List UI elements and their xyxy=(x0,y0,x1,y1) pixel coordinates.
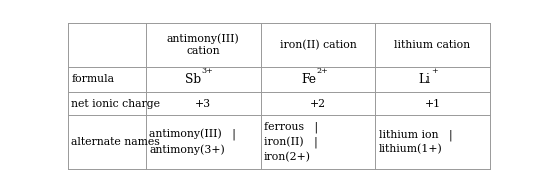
Text: antimony(III)   |
antimony(3+): antimony(III) | antimony(3+) xyxy=(150,129,236,155)
Text: 3+: 3+ xyxy=(202,67,213,75)
Text: lithium cation: lithium cation xyxy=(394,40,471,50)
Text: +3: +3 xyxy=(195,99,212,109)
Text: +2: +2 xyxy=(310,99,326,109)
Text: ferrous   |
iron(II)   |
iron(2+): ferrous | iron(II) | iron(2+) xyxy=(264,122,318,162)
Text: iron(II) cation: iron(II) cation xyxy=(280,40,356,50)
Text: alternate names: alternate names xyxy=(71,137,160,147)
Text: 2+: 2+ xyxy=(316,67,328,75)
Text: antimony(III)
cation: antimony(III) cation xyxy=(167,33,240,56)
Text: lithium ion   |
lithium(1+): lithium ion | lithium(1+) xyxy=(379,129,453,155)
Text: formula: formula xyxy=(71,74,114,85)
Text: +1: +1 xyxy=(424,99,441,109)
Text: net ionic charge: net ionic charge xyxy=(71,99,160,109)
Text: Li: Li xyxy=(418,73,430,86)
Text: Fe: Fe xyxy=(301,73,316,86)
Text: Sb: Sb xyxy=(185,73,201,86)
Text: +: + xyxy=(431,67,437,75)
